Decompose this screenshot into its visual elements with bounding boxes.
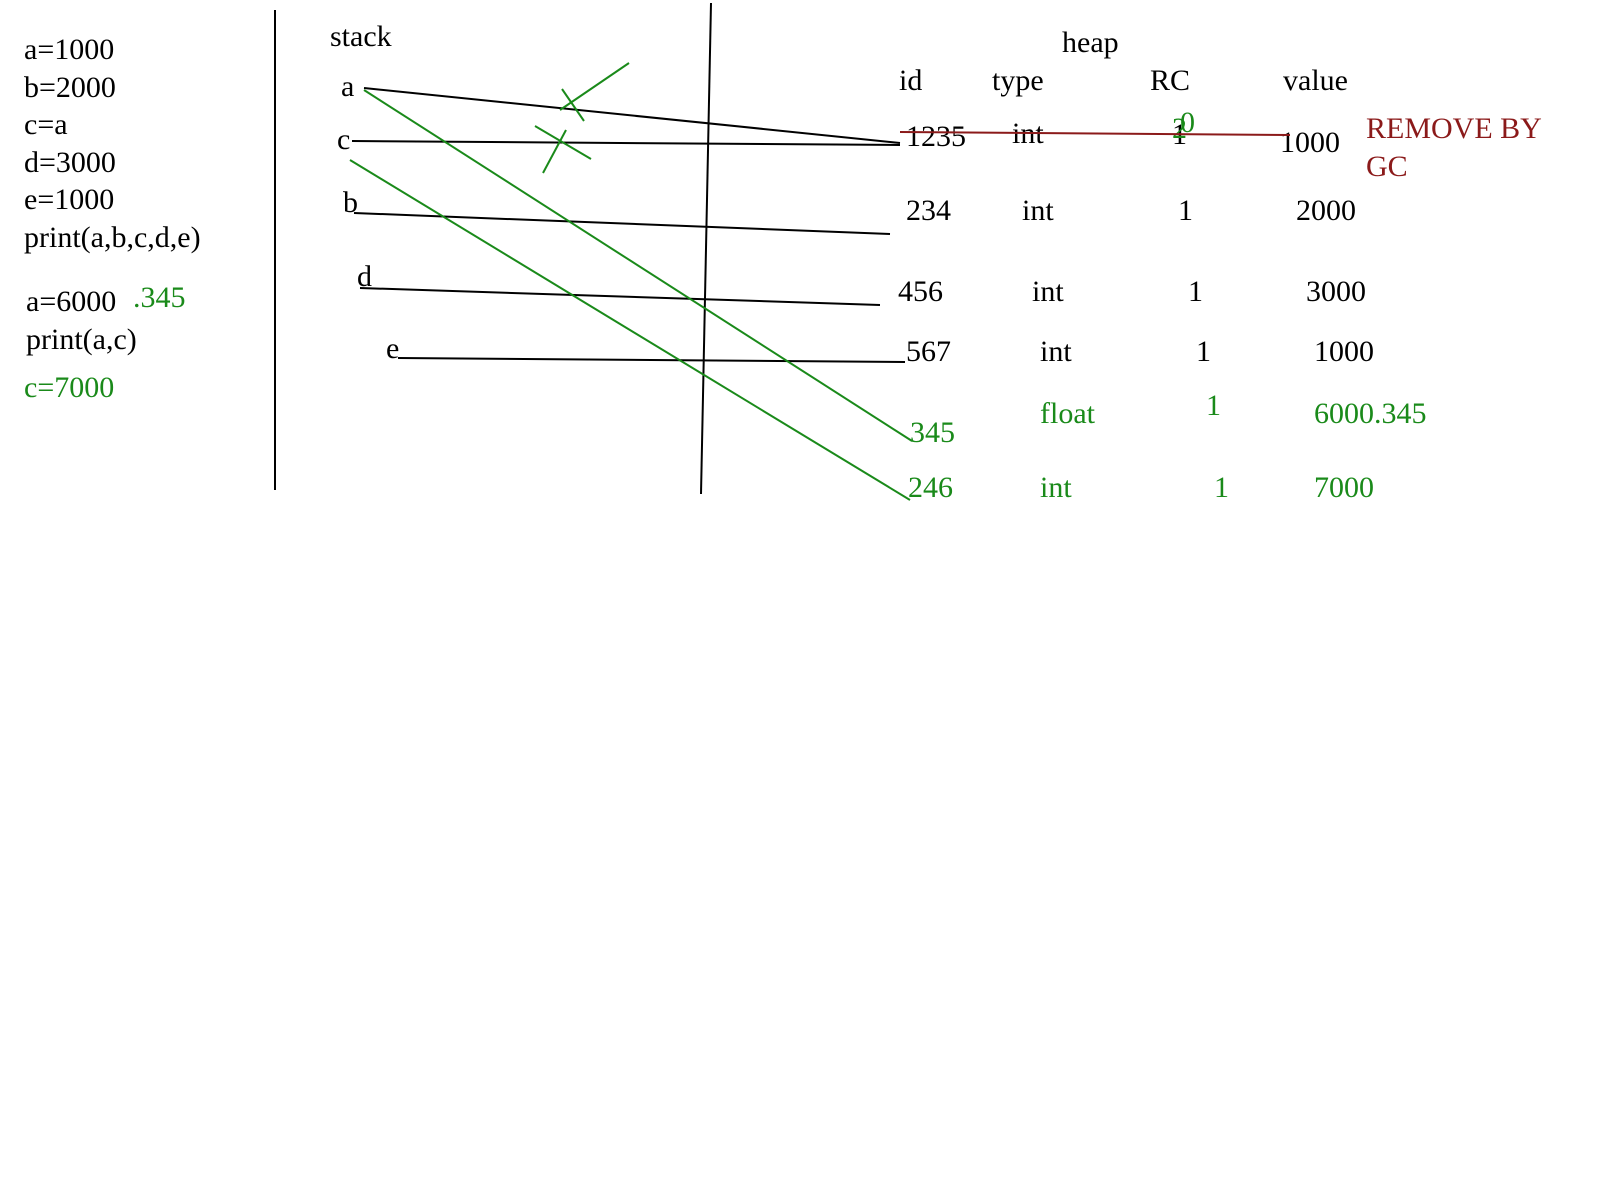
heap-header-rc: RC	[1150, 64, 1190, 97]
heap-cell-value: 2000	[1296, 194, 1356, 227]
heap-cell-rc: 1	[1206, 389, 1221, 422]
cross-out-mark-a	[561, 88, 585, 122]
gc-strike-line	[899, 131, 1291, 136]
heap-row: 567 int 1 1000	[906, 335, 1374, 368]
heap-cell-value: 1000	[1314, 335, 1374, 368]
code-line: a=1000	[24, 33, 114, 66]
heap-cell-value: 3000	[1306, 275, 1366, 308]
ref-line-e-to-567	[397, 357, 906, 363]
heap-cell-rc-update: 0	[1180, 106, 1195, 139]
heap-cell-id: 345	[910, 416, 955, 449]
heap-cell-value: 1000	[1280, 126, 1340, 159]
heap-cell-value: 7000	[1314, 471, 1374, 504]
reference-lines	[351, 87, 906, 363]
heap-cell-type: int	[1032, 275, 1064, 308]
heap-panel: heap id type RC value 1235 int 1 1000 2 …	[898, 26, 1427, 504]
heap-cell-rc: 1	[1178, 194, 1193, 227]
heap-row: 234 int 1 2000	[906, 194, 1356, 227]
stack-var-e: e	[386, 332, 399, 365]
code-line: d=3000	[24, 146, 116, 179]
code-line: c=a	[24, 108, 68, 141]
ref-line-c-to-1235	[351, 140, 901, 146]
heap-cell-id: 1235	[906, 120, 966, 153]
heap-cell-rc: 1	[1196, 335, 1211, 368]
stack-var-c: c	[337, 123, 350, 156]
heap-cell-id: 456	[898, 275, 943, 308]
heap-header-id: id	[899, 64, 922, 97]
gc-note-line: GC	[1366, 150, 1408, 183]
code-line: b=2000	[24, 71, 116, 104]
heap-cell-value: 6000.345	[1314, 397, 1427, 430]
ref-line-a-to-1235	[363, 87, 901, 144]
heap-cell-type: int	[1040, 335, 1072, 368]
code-annotation-float-suffix: .345	[133, 281, 186, 314]
stack-title: stack	[330, 20, 392, 53]
code-line-c-reassign: c=7000	[24, 371, 114, 404]
heap-cell-rc: 1	[1188, 275, 1203, 308]
heap-row: 456 int 1 3000	[898, 275, 1366, 308]
ref-line-b-to-234	[353, 212, 891, 235]
heap-row: 246 int 1 7000	[908, 471, 1374, 504]
code-line-print: print(a,c)	[26, 323, 137, 356]
cross-out-mark-a	[559, 62, 630, 111]
new-reference-lines	[349, 62, 913, 501]
heap-row: 345 float 1 6000.345	[910, 389, 1427, 449]
stack-var-b: b	[343, 186, 358, 219]
heap-cell-type: int	[1022, 194, 1054, 227]
ref-line-d-to-456	[359, 287, 881, 306]
heap-cell-rc: 1	[1214, 471, 1229, 504]
heap-cell-id: 567	[906, 335, 951, 368]
ref-line-a-to-345	[363, 89, 913, 442]
stack-var-a: a	[341, 70, 354, 103]
heap-cell-id: 234	[906, 194, 951, 227]
code-line: print(a,b,c,d,e)	[24, 221, 201, 254]
heap-cell-id: 246	[908, 471, 953, 504]
gc-note-line: REMOVE BY	[1366, 112, 1542, 145]
code-panel: a=1000 b=2000 c=a d=3000 e=1000 print(a,…	[24, 33, 201, 404]
stack-panel: stack a c b d e	[330, 20, 399, 365]
code-line-a-reassign: a=6000	[26, 285, 116, 318]
cross-out-mark-c	[542, 129, 567, 174]
ref-line-c-to-246	[349, 159, 911, 501]
code-line: e=1000	[24, 183, 114, 216]
heap-cell-type: int	[1040, 471, 1072, 504]
stack-heap-divider	[700, 2, 712, 495]
cross-out-mark-c	[534, 125, 592, 160]
heap-cell-type: float	[1040, 397, 1096, 430]
stack-var-d: d	[357, 260, 372, 293]
heap-header-type: type	[992, 64, 1044, 97]
heap-cell-rc-update: 2	[1172, 112, 1187, 145]
heap-title: heap	[1062, 26, 1119, 59]
heap-header-value: value	[1283, 64, 1348, 97]
gc-note: REMOVE BY GC	[1366, 112, 1542, 183]
